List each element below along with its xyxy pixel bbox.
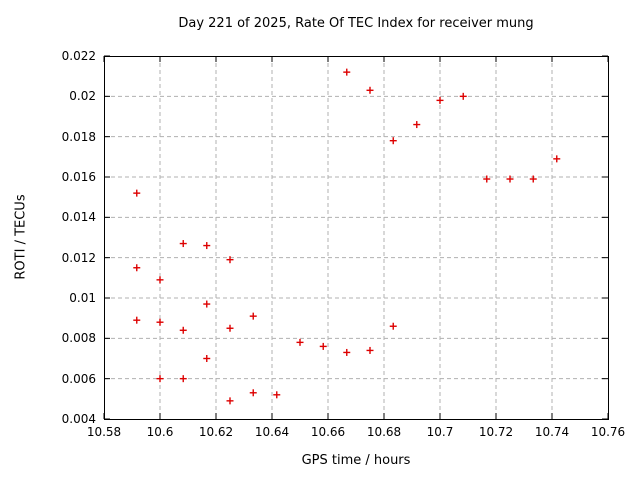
y-tick-label: 0.02 bbox=[69, 89, 96, 104]
data-point-marker bbox=[203, 300, 211, 308]
y-tick-label: 0.014 bbox=[61, 210, 96, 225]
data-point-marker bbox=[389, 137, 397, 145]
data-point-marker bbox=[226, 397, 234, 405]
x-axis-label: GPS time / hours bbox=[301, 453, 411, 468]
data-point-marker bbox=[506, 175, 514, 183]
y-tick-label: 0.018 bbox=[61, 129, 96, 144]
y-tick-label: 0.012 bbox=[61, 250, 96, 265]
data-point-marker bbox=[459, 92, 467, 100]
y-tick-label: 0.008 bbox=[61, 331, 96, 346]
data-point-marker bbox=[343, 348, 351, 356]
data-point-marker bbox=[483, 175, 491, 183]
data-point-marker bbox=[436, 96, 444, 104]
data-point-marker bbox=[179, 326, 187, 334]
data-point-marker bbox=[366, 346, 374, 354]
data-point-marker bbox=[179, 240, 187, 248]
data-point-marker bbox=[133, 316, 141, 324]
data-point-marker bbox=[156, 318, 164, 326]
y-tick-label: 0.004 bbox=[61, 412, 96, 426]
y-tick-label: 0.006 bbox=[61, 371, 96, 386]
y-axis-label: ROTI / TECUs bbox=[13, 194, 29, 280]
data-point-marker bbox=[296, 338, 304, 346]
x-tick-label: 10.68 bbox=[366, 425, 402, 439]
x-tick-label: 10.66 bbox=[310, 425, 346, 439]
data-point-marker bbox=[133, 264, 141, 272]
data-point-marker bbox=[203, 242, 211, 250]
data-point-marker bbox=[179, 375, 187, 383]
data-point-marker bbox=[529, 175, 537, 183]
x-tick-label: 10.58 bbox=[86, 425, 122, 439]
x-tick-label: 10.74 bbox=[534, 425, 570, 439]
x-tick-label: 10.64 bbox=[254, 425, 290, 439]
data-point-marker bbox=[156, 375, 164, 383]
x-tick-label: 10.72 bbox=[478, 425, 514, 439]
y-tick-label: 0.01 bbox=[69, 291, 96, 305]
data-point-marker bbox=[273, 391, 281, 399]
data-point-marker bbox=[226, 256, 234, 264]
data-point-marker bbox=[249, 389, 257, 397]
x-tick-label: 10.76 bbox=[590, 425, 626, 439]
data-point-marker bbox=[203, 355, 211, 362]
plot-border bbox=[104, 56, 609, 420]
data-point-marker bbox=[226, 324, 234, 332]
data-point-marker bbox=[133, 189, 141, 197]
data-point-marker bbox=[366, 86, 374, 94]
y-tick-label: 0.016 bbox=[61, 170, 96, 184]
data-point-marker bbox=[319, 342, 327, 350]
x-tick-label: 10.62 bbox=[198, 425, 234, 439]
data-point-marker bbox=[413, 121, 421, 129]
y-tick-label: 0.022 bbox=[61, 49, 96, 63]
x-tick-label: 10.7 bbox=[426, 425, 454, 439]
data-point-marker bbox=[553, 155, 561, 163]
chart-title: Day 221 of 2025, Rate Of TEC Index for r… bbox=[178, 16, 534, 31]
data-point-marker bbox=[249, 312, 257, 320]
data-point-marker bbox=[343, 68, 351, 76]
data-point-marker bbox=[389, 322, 397, 330]
x-tick-label: 10.6 bbox=[146, 425, 174, 439]
data-point-marker bbox=[156, 276, 164, 284]
